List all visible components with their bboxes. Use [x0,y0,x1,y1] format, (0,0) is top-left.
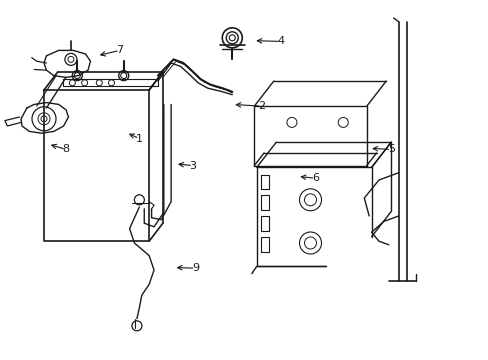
Text: 3: 3 [189,161,196,171]
Text: 2: 2 [258,101,264,111]
Text: 8: 8 [62,144,69,154]
Text: 5: 5 [387,144,394,154]
Text: 1: 1 [136,134,142,144]
Text: 7: 7 [116,45,123,55]
Text: 9: 9 [192,263,199,273]
Text: 4: 4 [277,36,284,46]
Text: 6: 6 [311,173,318,183]
